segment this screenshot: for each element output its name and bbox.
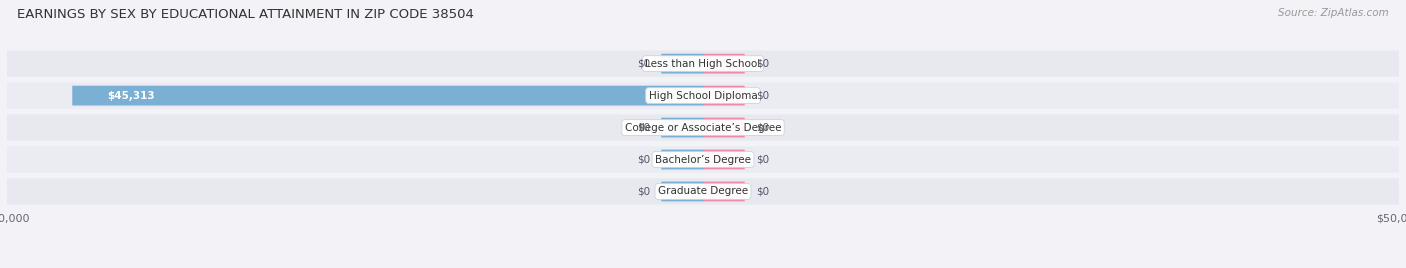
Text: Graduate Degree: Graduate Degree [658, 187, 748, 196]
Text: $0: $0 [637, 122, 650, 133]
FancyBboxPatch shape [703, 150, 745, 169]
FancyBboxPatch shape [661, 54, 703, 73]
Text: Source: ZipAtlas.com: Source: ZipAtlas.com [1278, 8, 1389, 18]
Text: Less than High School: Less than High School [645, 59, 761, 69]
FancyBboxPatch shape [72, 86, 703, 106]
FancyBboxPatch shape [703, 118, 745, 137]
Text: $0: $0 [637, 187, 650, 196]
Text: $45,313: $45,313 [107, 91, 155, 100]
FancyBboxPatch shape [703, 86, 745, 106]
Text: $0: $0 [637, 59, 650, 69]
Text: Bachelor’s Degree: Bachelor’s Degree [655, 155, 751, 165]
FancyBboxPatch shape [7, 178, 1399, 204]
Text: EARNINGS BY SEX BY EDUCATIONAL ATTAINMENT IN ZIP CODE 38504: EARNINGS BY SEX BY EDUCATIONAL ATTAINMEN… [17, 8, 474, 21]
FancyBboxPatch shape [7, 51, 1399, 77]
Text: $0: $0 [756, 187, 769, 196]
Text: High School Diploma: High School Diploma [648, 91, 758, 100]
Text: $0: $0 [756, 155, 769, 165]
FancyBboxPatch shape [661, 181, 703, 201]
FancyBboxPatch shape [661, 150, 703, 169]
Text: $0: $0 [756, 91, 769, 100]
FancyBboxPatch shape [7, 114, 1399, 141]
Text: $0: $0 [756, 59, 769, 69]
Text: $0: $0 [637, 155, 650, 165]
FancyBboxPatch shape [661, 118, 703, 137]
Legend: Male, Female: Male, Female [643, 267, 763, 268]
FancyBboxPatch shape [7, 146, 1399, 173]
Text: College or Associate’s Degree: College or Associate’s Degree [624, 122, 782, 133]
FancyBboxPatch shape [703, 181, 745, 201]
FancyBboxPatch shape [703, 54, 745, 73]
Text: $0: $0 [756, 122, 769, 133]
FancyBboxPatch shape [7, 83, 1399, 109]
